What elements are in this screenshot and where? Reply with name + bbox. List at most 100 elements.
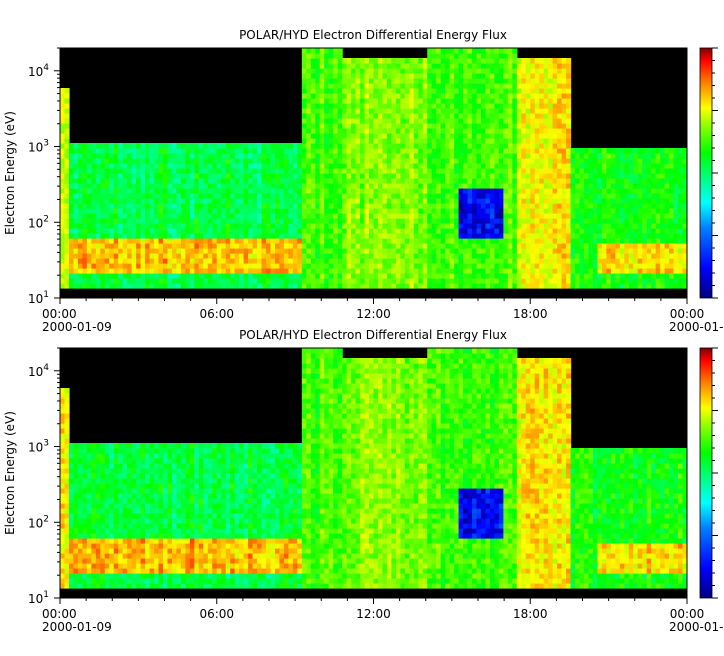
heatmap-cell [570, 228, 576, 234]
heatmap-cell [498, 48, 504, 54]
heatmap-cell [391, 118, 397, 124]
heatmap-cell [122, 268, 128, 274]
heatmap-cell [270, 158, 276, 164]
heatmap-cell [207, 208, 213, 214]
heatmap-cell [391, 98, 397, 104]
heatmap-cell [221, 223, 227, 229]
heatmap-cell [355, 143, 361, 149]
heatmap-cell [261, 253, 267, 259]
heatmap-cell [391, 248, 397, 254]
heatmap-cell [418, 173, 424, 179]
heatmap-cell [467, 168, 473, 174]
heatmap-cell [274, 273, 281, 279]
heatmap-cell [413, 233, 419, 239]
heatmap-cell [131, 273, 137, 279]
heatmap-cell [463, 238, 469, 244]
heatmap-cell [82, 193, 88, 199]
heatmap-cell [351, 193, 357, 199]
heatmap-cell [449, 233, 455, 239]
heatmap-cell [624, 253, 630, 259]
heatmap-cell [409, 128, 415, 134]
heatmap-cell [270, 168, 276, 174]
heatmap-cell [485, 78, 491, 84]
heatmap-cell [158, 283, 164, 289]
heatmap-cell [73, 238, 79, 244]
heatmap-cell [386, 168, 393, 174]
heatmap-cell [463, 268, 469, 274]
heatmap-cell [270, 268, 276, 274]
heatmap-cell [301, 53, 307, 59]
heatmap-cell [566, 243, 572, 249]
heatmap-cell [122, 198, 128, 204]
heatmap-cell [422, 133, 428, 139]
heatmap-cell [539, 198, 545, 204]
heatmap-cell [328, 228, 334, 234]
heatmap-cell [552, 168, 558, 174]
heatmap-cell [60, 203, 66, 209]
heatmap-cell [570, 208, 576, 214]
heatmap-cell [480, 128, 487, 134]
heatmap-cell [503, 58, 509, 64]
heatmap-cell [373, 58, 379, 64]
heatmap-cell [463, 118, 469, 124]
heatmap-cell [601, 158, 607, 164]
heatmap-cell [261, 188, 267, 194]
heatmap-cell [136, 148, 142, 154]
heatmap-cell [91, 268, 97, 274]
heatmap-cell [324, 48, 330, 54]
heatmap-cell [167, 168, 173, 174]
heatmap-cell [548, 168, 554, 174]
heatmap-cell [360, 103, 366, 109]
heatmap-cell [176, 183, 182, 189]
heatmap-cell [592, 198, 599, 204]
heatmap-cell [257, 143, 263, 149]
heatmap-cell [521, 113, 527, 119]
heatmap-cell [95, 233, 101, 239]
heatmap-cell [292, 143, 298, 149]
heatmap-cell [136, 258, 142, 264]
heatmap-cell [310, 178, 316, 184]
heatmap-cell [185, 273, 191, 279]
heatmap-cell [557, 233, 563, 239]
heatmap-cell [198, 273, 204, 279]
heatmap-cell [373, 228, 379, 234]
heatmap-cell [82, 233, 88, 239]
heatmap-cell [333, 48, 339, 54]
heatmap-cell [333, 203, 339, 209]
heatmap-cell [149, 183, 155, 189]
heatmap-cell [369, 213, 375, 219]
heatmap-cell [485, 108, 491, 114]
heatmap-cell [212, 258, 218, 264]
heatmap-cell [664, 283, 670, 289]
heatmap-cell [346, 63, 352, 69]
heatmap-cell [512, 213, 518, 219]
heatmap-cell [566, 223, 572, 229]
heatmap-cell [570, 238, 576, 244]
heatmap-cell [248, 158, 254, 164]
heatmap-cell [122, 218, 128, 224]
heatmap-cell [400, 98, 406, 104]
heatmap-cell [534, 203, 540, 209]
heatmap-cell [619, 188, 625, 194]
heatmap-cell [131, 228, 137, 234]
heatmap-cell [476, 158, 482, 164]
heatmap-cell [306, 273, 312, 279]
heatmap-cell [369, 63, 375, 69]
heatmap-cell [118, 183, 124, 189]
heatmap-cell [561, 78, 567, 84]
heatmap-cell [60, 133, 66, 139]
heatmap-cell [360, 93, 366, 99]
heatmap-cell [225, 198, 231, 204]
heatmap-cell [136, 268, 142, 274]
heatmap-cell [221, 253, 227, 259]
heatmap-cell [86, 258, 92, 264]
heatmap-cell [646, 278, 652, 284]
heatmap-cell [324, 88, 330, 94]
heatmap-cell [427, 258, 433, 264]
heatmap-cell [521, 103, 527, 109]
heatmap-cell [60, 158, 66, 164]
heatmap-cell [391, 183, 397, 189]
heatmap-cell [342, 158, 348, 164]
heatmap-cell [480, 243, 487, 249]
heatmap-cell [454, 243, 460, 249]
